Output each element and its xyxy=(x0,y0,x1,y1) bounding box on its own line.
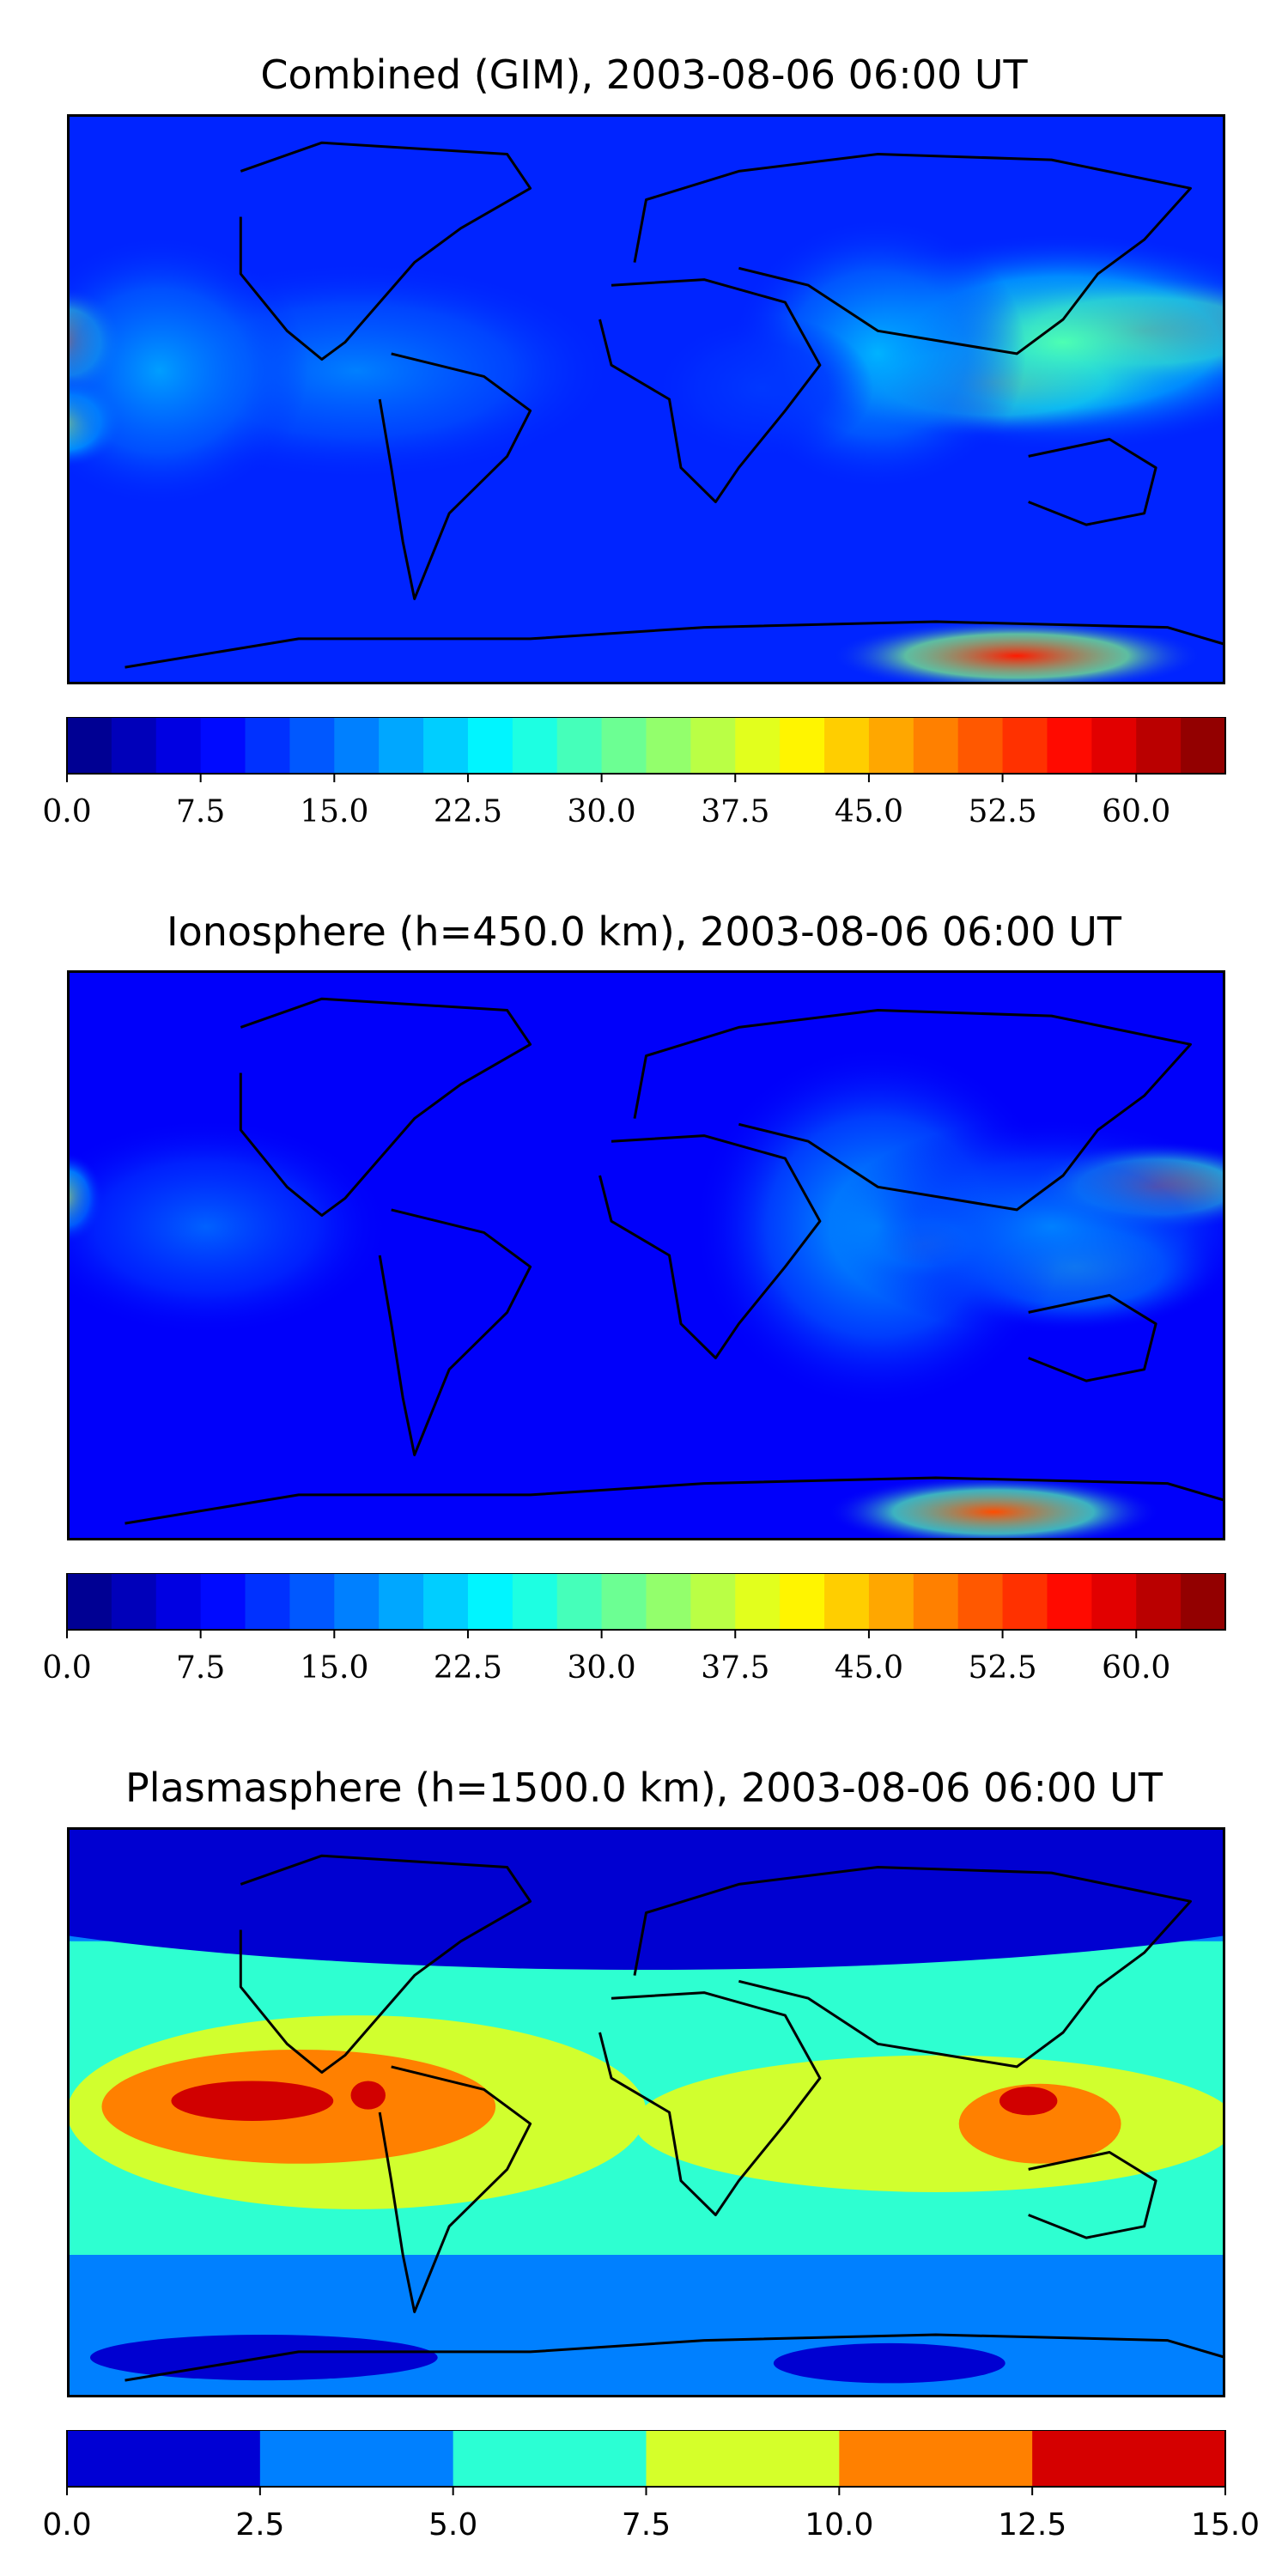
colorbar-tick-label: 15.0 xyxy=(300,1650,368,1686)
colorbar-segment xyxy=(735,717,781,774)
colorbar-segment xyxy=(379,1573,424,1630)
colorbar-tick-label: 60.0 xyxy=(1102,1650,1170,1686)
colorbar-segment xyxy=(913,717,959,774)
panel-3-map xyxy=(67,1827,1225,2397)
colorbar-segment xyxy=(1091,717,1137,774)
colorbar-segment xyxy=(423,717,469,774)
colorbar-tick-label: 2.5 xyxy=(235,2507,284,2543)
colorbar-segment xyxy=(67,717,112,774)
colorbar-segment xyxy=(1032,2430,1226,2487)
colorbar-tick-label: 15.0 xyxy=(300,794,368,829)
colorbar-tick-label: 10.0 xyxy=(805,2507,873,2543)
colorbar-tick-label: 60.0 xyxy=(1102,794,1170,829)
colorbar-segment xyxy=(824,717,870,774)
colorbar-segment xyxy=(824,1573,870,1630)
colorbar-tick-label: 7.5 xyxy=(622,2507,671,2543)
colorbar-segment xyxy=(690,1573,736,1630)
colorbar-segment xyxy=(957,1573,1004,1630)
panel-2-map xyxy=(67,970,1225,1540)
colorbar-tick-label: 45.0 xyxy=(835,794,903,829)
colorbar-segment xyxy=(67,1573,112,1630)
colorbar-segment xyxy=(646,2430,840,2487)
colorbar-tick-label: 22.5 xyxy=(434,1650,502,1686)
colorbar-segment xyxy=(839,2430,1033,2487)
colorbar-segment xyxy=(512,717,558,774)
colorbar-tick-label: 7.5 xyxy=(176,794,225,829)
colorbar-tick-label: 37.5 xyxy=(701,794,769,829)
colorbar-segment xyxy=(111,1573,157,1630)
colorbar-segment xyxy=(245,717,290,774)
colorbar-segment xyxy=(423,1573,469,1630)
colorbar-segment xyxy=(1002,1573,1048,1630)
colorbar-segment xyxy=(453,2430,647,2487)
colorbar-segment xyxy=(1181,717,1226,774)
colorbar-tick-label: 52.5 xyxy=(968,794,1036,829)
colorbar-segment xyxy=(1047,717,1092,774)
panel-1-map xyxy=(67,114,1225,684)
colorbar-tick-label: 5.0 xyxy=(428,2507,477,2543)
colorbar-segment xyxy=(780,1573,825,1630)
colorbar-tick-label: 15.0 xyxy=(1191,2507,1260,2543)
colorbar-segment xyxy=(67,2430,261,2487)
colorbar-segment xyxy=(512,1573,558,1630)
colorbar-segment xyxy=(200,1573,246,1630)
colorbar-segment xyxy=(379,717,424,774)
panel-1-title: Combined (GIM), 2003-08-06 06:00 UT xyxy=(260,52,1028,98)
panel-3-title: Plasmasphere (h=1500.0 km), 2003-08-06 0… xyxy=(125,1765,1163,1811)
colorbar-segment xyxy=(601,717,647,774)
colorbar-tick-label: 0.0 xyxy=(42,1650,91,1686)
colorbar-segment xyxy=(780,717,825,774)
colorbar-segment xyxy=(646,1573,691,1630)
colorbar-segment xyxy=(601,1573,647,1630)
colorbar-segment xyxy=(334,717,380,774)
colorbar-tick-label: 7.5 xyxy=(176,1650,225,1686)
panel-2-title: Ionosphere (h=450.0 km), 2003-08-06 06:0… xyxy=(167,908,1121,955)
colorbar-segment xyxy=(556,1573,603,1630)
colorbar-segment xyxy=(868,1573,914,1630)
colorbar-segment xyxy=(334,1573,380,1630)
colorbar-tick-label: 0.0 xyxy=(42,794,91,829)
colorbar-segment xyxy=(259,2430,454,2487)
colorbar-tick-label: 30.0 xyxy=(568,1650,636,1686)
colorbar-segment xyxy=(245,1573,290,1630)
colorbar-tick-label: 30.0 xyxy=(568,794,636,829)
colorbar-segment xyxy=(1136,1573,1182,1630)
colorbar-segment xyxy=(646,717,691,774)
colorbar-segment xyxy=(1136,717,1182,774)
colorbar-segment xyxy=(289,1573,335,1630)
colorbar-segment xyxy=(200,717,246,774)
colorbar-tick-label: 0.0 xyxy=(42,2507,91,2543)
panel-2-colorbar: 0.0 7.5 15.0 22.5 30.0 37.5 45.0 52.5 60.0 xyxy=(42,1573,1226,1686)
colorbar-segment xyxy=(913,1573,959,1630)
colorbar-segment xyxy=(957,717,1004,774)
colorbar-segment xyxy=(155,717,202,774)
colorbar-segment xyxy=(690,717,736,774)
colorbar-tick-label: 37.5 xyxy=(701,1650,769,1686)
colorbar-tick-label: 45.0 xyxy=(835,1650,903,1686)
colorbar-segment xyxy=(868,717,914,774)
colorbar-segment xyxy=(467,717,513,774)
colorbar-segment xyxy=(155,1573,202,1630)
colorbar-segment xyxy=(467,1573,513,1630)
panel-3-colorbar: 0.0 2.5 5.0 7.5 10.0 12.5 15.0 xyxy=(42,2430,1260,2543)
colorbar-tick-label: 12.5 xyxy=(998,2507,1066,2543)
colorbar-tick-label: 22.5 xyxy=(434,794,502,829)
colorbar-segment xyxy=(1181,1573,1226,1630)
colorbar-segment xyxy=(556,717,603,774)
colorbar-segment xyxy=(1091,1573,1137,1630)
colorbar-segment xyxy=(1002,717,1048,774)
colorbar-segment xyxy=(1047,1573,1092,1630)
colorbar-segment xyxy=(735,1573,781,1630)
colorbar-segment xyxy=(111,717,157,774)
colorbar-tick-label: 52.5 xyxy=(968,1650,1036,1686)
colorbar-segment xyxy=(289,717,335,774)
panel-1-colorbar: 0.0 7.5 15.0 22.5 30.0 37.5 45.0 52.5 60.0 xyxy=(42,717,1226,829)
